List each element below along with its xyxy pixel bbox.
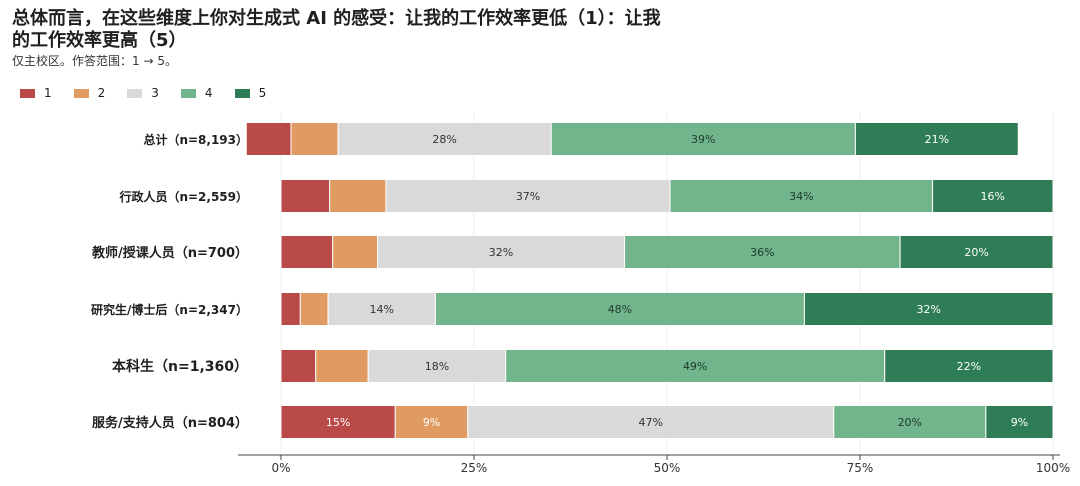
legend-item-1: 1 — [20, 86, 52, 100]
data-label-r2-s4: 20% — [964, 246, 988, 259]
data-label-r0-s4: 21% — [925, 133, 949, 146]
bar-segment-r0-s0 — [245, 122, 292, 156]
bar-segment-r4-s1 — [315, 349, 369, 383]
legend-swatch-3 — [127, 88, 143, 98]
data-label-r2-s3: 36% — [750, 246, 774, 259]
legend-swatch-1 — [20, 88, 35, 98]
chart-subtitle: 仅主校区。作答范围：1 → 5。 — [12, 54, 177, 68]
bar-segment-r2-s2 — [377, 235, 626, 269]
legend-label-1: 1 — [44, 86, 52, 100]
bar-segment-r3-s4 — [803, 292, 1054, 326]
legend-item-4: 4 — [180, 86, 213, 100]
legend-label-4: 4 — [204, 86, 213, 100]
bar-segment-r1-s2 — [385, 179, 671, 213]
legend-swatch-2 — [73, 88, 89, 98]
bar-segment-r2-s0 — [280, 235, 334, 269]
bar-segment-r1-s1 — [329, 179, 387, 213]
category-label-4: 本科生（n=1,360） — [112, 358, 248, 375]
x-tick-label-2: 50% — [654, 461, 681, 475]
data-label-r1-s3: 34% — [789, 190, 813, 203]
bar-segment-r1-s4 — [932, 179, 1054, 213]
data-label-r5-s1: 9% — [423, 416, 440, 429]
x-tick-label-0: 0% — [271, 461, 290, 475]
legend-item-3: 3 — [127, 86, 159, 100]
bar-segment-r4-s4 — [884, 349, 1054, 383]
bar-segment-r2-s3 — [624, 235, 901, 269]
data-label-r4-s4: 22% — [957, 360, 981, 373]
bar-segment-r1-s0 — [280, 179, 331, 213]
bar-segment-r3-s2 — [327, 292, 436, 326]
data-label-r5-s0: 15% — [326, 416, 350, 429]
legend: 1 2 3 4 5 — [20, 86, 288, 100]
bar-segment-r2-s4 — [899, 235, 1054, 269]
data-label-r3-s2: 14% — [370, 303, 394, 316]
legend-swatch-5 — [234, 88, 250, 98]
data-label-r3-s3: 48% — [608, 303, 632, 316]
category-label-2: 教师/授课人员（n=700） — [91, 245, 248, 261]
bar-segment-r0-s3 — [550, 122, 856, 156]
chart-title: 总体而言，在这些维度上你对生成式 AI 的感受：让我的工作效率更低（1）：让我的… — [12, 8, 661, 51]
x-tick-label-1: 25% — [461, 461, 488, 475]
legend-label-2: 2 — [97, 86, 106, 100]
bar-segment-r5-s0 — [280, 405, 396, 439]
data-label-r4-s2: 18% — [425, 360, 449, 373]
data-label-r5-s4: 9% — [1011, 416, 1028, 429]
data-label-r5-s2: 47% — [639, 416, 663, 429]
bar-segment-r4-s3 — [505, 349, 886, 383]
bar-segment-r0-s1 — [290, 122, 339, 156]
data-label-r3-s4: 32% — [916, 303, 940, 316]
legend-label-3: 3 — [151, 86, 159, 100]
bar-segment-r0-s4 — [854, 122, 1019, 156]
data-label-r5-s3: 20% — [898, 416, 922, 429]
bar-segment-r1-s3 — [669, 179, 934, 213]
category-label-5: 服务/支持人员（n=804） — [92, 415, 248, 431]
x-tick-label-3: 75% — [847, 461, 874, 475]
data-label-r0-s3: 39% — [691, 133, 715, 146]
bar-segment-r4-s0 — [280, 349, 317, 383]
data-label-r1-s2: 37% — [516, 190, 540, 203]
x-tick-label-4: 100% — [1036, 461, 1070, 475]
data-label-r2-s2: 32% — [489, 246, 513, 259]
legend-item-2: 2 — [73, 86, 106, 100]
bar-segment-r2-s1 — [332, 235, 378, 269]
bar-segment-r5-s4 — [985, 405, 1054, 439]
data-label-r4-s3: 49% — [683, 360, 707, 373]
category-label-0: 总计（n=8,193） — [143, 132, 248, 147]
bar-segment-r0-s2 — [337, 122, 552, 156]
category-label-3: 研究生/博士后（n=2,347） — [91, 302, 248, 317]
data-label-r0-s2: 28% — [432, 133, 456, 146]
bar-segment-r5-s1 — [394, 405, 469, 439]
legend-swatch-4 — [180, 88, 196, 98]
bar-segment-r3-s0 — [280, 292, 301, 326]
category-label-1: 行政人员（n=2,559） — [118, 189, 248, 204]
legend-item-5: 5 — [234, 86, 267, 100]
data-label-r1-s4: 16% — [981, 190, 1005, 203]
bar-segment-r3-s1 — [299, 292, 329, 326]
legend-label-5: 5 — [258, 86, 267, 100]
bar-segment-r5-s2 — [467, 405, 835, 439]
